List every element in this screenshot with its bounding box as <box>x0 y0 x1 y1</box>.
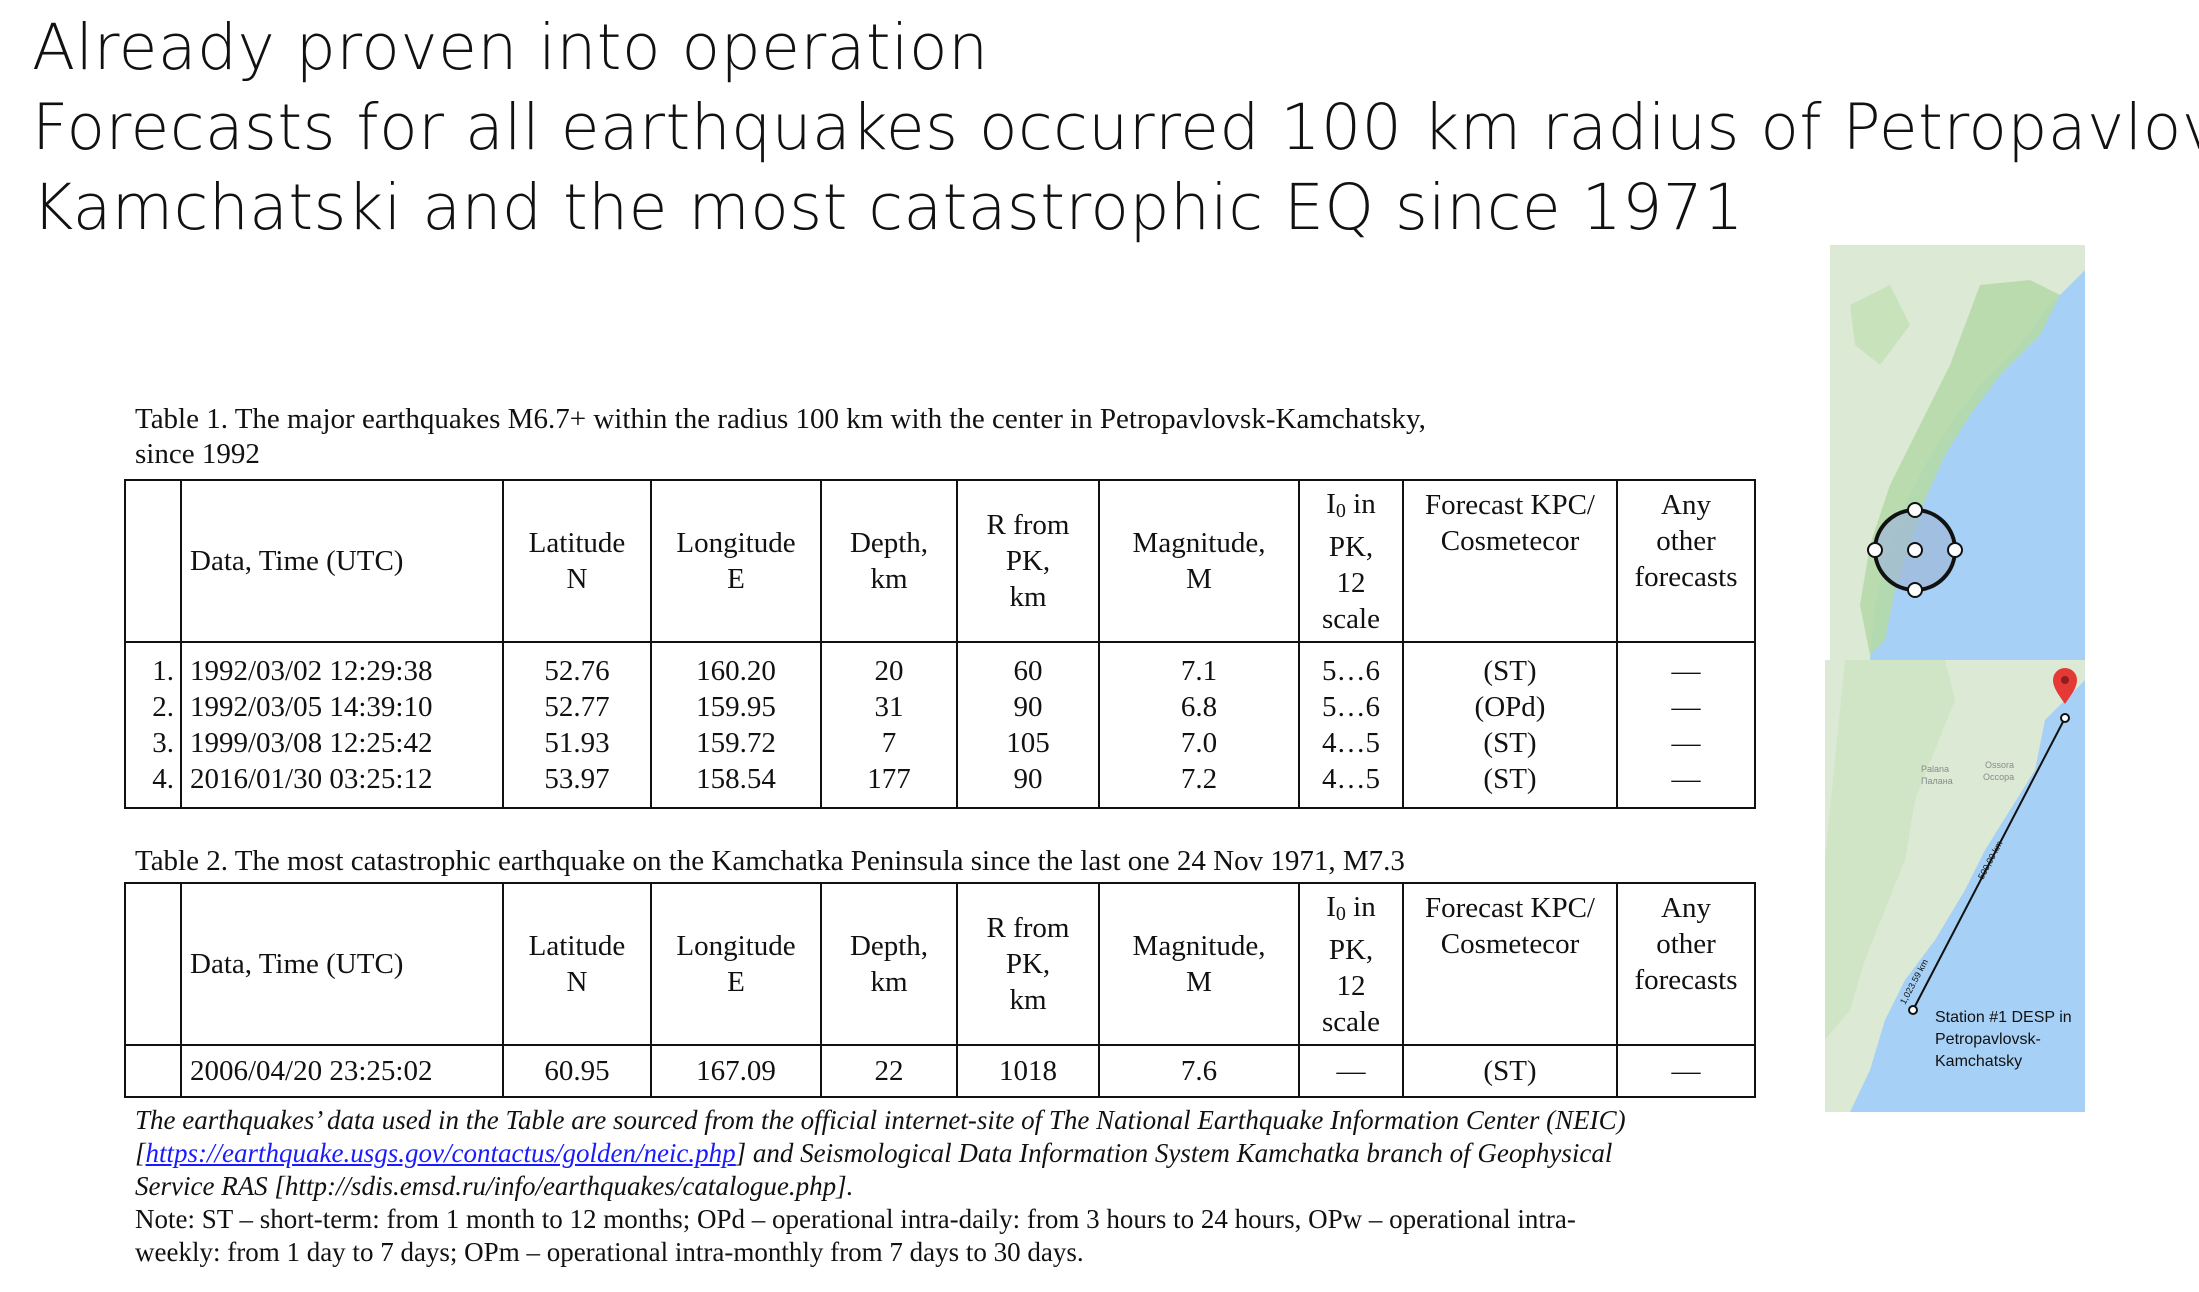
title-line-1: Already proven into operation <box>32 11 989 84</box>
date-cell: 2006/04/20 23:25:02 <box>180 1044 504 1098</box>
header-r-from-pk: R from PK, km <box>956 882 1100 1046</box>
header-intensity: I0 in PK, 12 scale <box>1298 479 1404 643</box>
magnitude-cell: 7.6 <box>1098 1044 1300 1098</box>
r-cell: 1018 <box>956 1044 1100 1098</box>
footnote: The earthquakes’ data used in the Table … <box>135 1104 1655 1269</box>
intensity-column: 5…6 5…6 4…5 4…5 <box>1298 641 1404 809</box>
header-forecast: Forecast KPC/Cosmetecor <box>1402 882 1618 1046</box>
ossora-label-ru: Оссора <box>1983 772 2014 782</box>
neic-link[interactable]: https://earthquake.usgs.gov/contactus/go… <box>145 1138 736 1168</box>
table2-caption: Table 2. The most catastrophic earthquak… <box>135 845 1405 877</box>
header-latitude: Latitude N <box>502 479 652 643</box>
epicenter-point <box>2060 713 2070 723</box>
header-r-from-pk: R from PK, km <box>956 479 1100 643</box>
title-line-2: Forecasts for all earthquakes occurred 1… <box>32 91 2199 164</box>
header-depth: Depth, km <box>820 882 958 1046</box>
station-label-1: Station #1 DESP in <box>1935 1009 2072 1026</box>
station-point <box>1908 1005 1918 1015</box>
table1-body-row: 1. 2. 3. 4. 1992/03/02 12:29:38 1992/03/05 1… <box>124 641 1756 809</box>
header-index <box>124 882 182 1046</box>
header-forecast: Forecast KPC/Cosmetecor <box>1402 479 1618 643</box>
r-column: 60 90 105 90 <box>956 641 1100 809</box>
header-magnitude: Magnitude, M <box>1098 882 1300 1046</box>
header-magnitude: Magnitude, M <box>1098 479 1300 643</box>
longitude-column: 160.20 159.95 159.72 158.54 <box>650 641 822 809</box>
header-latitude: Latitude N <box>502 882 652 1046</box>
table1-caption: Table 1. The major earthquakes M6.7+ wit… <box>135 403 1426 470</box>
ossora-label: Ossora <box>1985 760 2014 770</box>
forecast-cell: (ST) <box>1402 1044 1618 1098</box>
header-date: Data, Time (UTC) <box>180 882 504 1046</box>
radius-handle-left[interactable] <box>1867 542 1883 558</box>
palana-label-ru: Палана <box>1921 776 1953 786</box>
abbreviation-note: Note: ST – short-term: from 1 month to 1… <box>135 1204 1576 1267</box>
depth-cell: 22 <box>820 1044 958 1098</box>
table1-header-row: Data, Time (UTC) Latitude N Longitude E De… <box>124 479 1756 643</box>
header-index <box>124 479 182 643</box>
radius-handle-top[interactable] <box>1907 502 1923 518</box>
slide-title: Already proven into operation Forecasts … <box>32 8 2199 248</box>
depth-column: 20 31 7 177 <box>820 641 958 809</box>
header-longitude: Longitude E <box>650 882 822 1046</box>
table-1: Data, Time (UTC) Latitude N Longitude E De… <box>124 479 1756 809</box>
index-cell <box>124 1044 182 1098</box>
header-other: Any other forecasts <box>1616 882 1756 1046</box>
station-label-2: Petropavlovsk- <box>1935 1031 2041 1048</box>
kamchatka-map-top <box>1830 245 2085 660</box>
source-note: The earthquakes’ data used in the Table … <box>135 1105 1626 1201</box>
index-column: 1. 2. 3. 4. <box>124 641 182 809</box>
latitude-cell: 60.95 <box>502 1044 652 1098</box>
location-pin-icon <box>2053 668 2077 704</box>
magnitude-column: 7.1 6.8 7.0 7.2 <box>1098 641 1300 809</box>
header-depth: Depth, km <box>820 479 958 643</box>
table2-header-row: Data, Time (UTC) Latitude N Longitude E De… <box>124 882 1756 1046</box>
intensity-cell: — <box>1298 1044 1404 1098</box>
table-2: Data, Time (UTC) Latitude N Longitude E De… <box>124 882 1756 1098</box>
header-intensity: I0 in PK, 12 scale <box>1298 882 1404 1046</box>
other-cell: — <box>1616 1044 1756 1098</box>
radius-handle-center[interactable] <box>1907 542 1923 558</box>
kamchatka-map-bottom: Palana Палана Ossora Оссора 500,00 km 1,… <box>1825 660 2085 1112</box>
header-date: Data, Time (UTC) <box>180 479 504 643</box>
header-longitude: Longitude E <box>650 479 822 643</box>
latitude-column: 52.76 52.77 51.93 53.97 <box>502 641 652 809</box>
date-column: 1992/03/02 12:29:38 1992/03/05 14:39:10 19… <box>180 641 504 809</box>
forecast-column: (ST) (OPd) (ST) (ST) <box>1402 641 1618 809</box>
longitude-cell: 167.09 <box>650 1044 822 1098</box>
station-label-3: Kamchatsky <box>1935 1053 2022 1070</box>
palana-label: Palana <box>1921 764 1949 774</box>
title-line-3: Kamchatski and the most catastrophic EQ … <box>32 171 1744 244</box>
radius-handle-bottom[interactable] <box>1907 582 1923 598</box>
other-column: — — — — <box>1616 641 1756 809</box>
table2-body-row: 2006/04/20 23:25:02 60.95 167.09 22 1018… <box>124 1044 1756 1098</box>
radius-handle-right[interactable] <box>1947 542 1963 558</box>
header-other: Any other forecasts <box>1616 479 1756 643</box>
distance-line <box>1912 717 2066 1011</box>
